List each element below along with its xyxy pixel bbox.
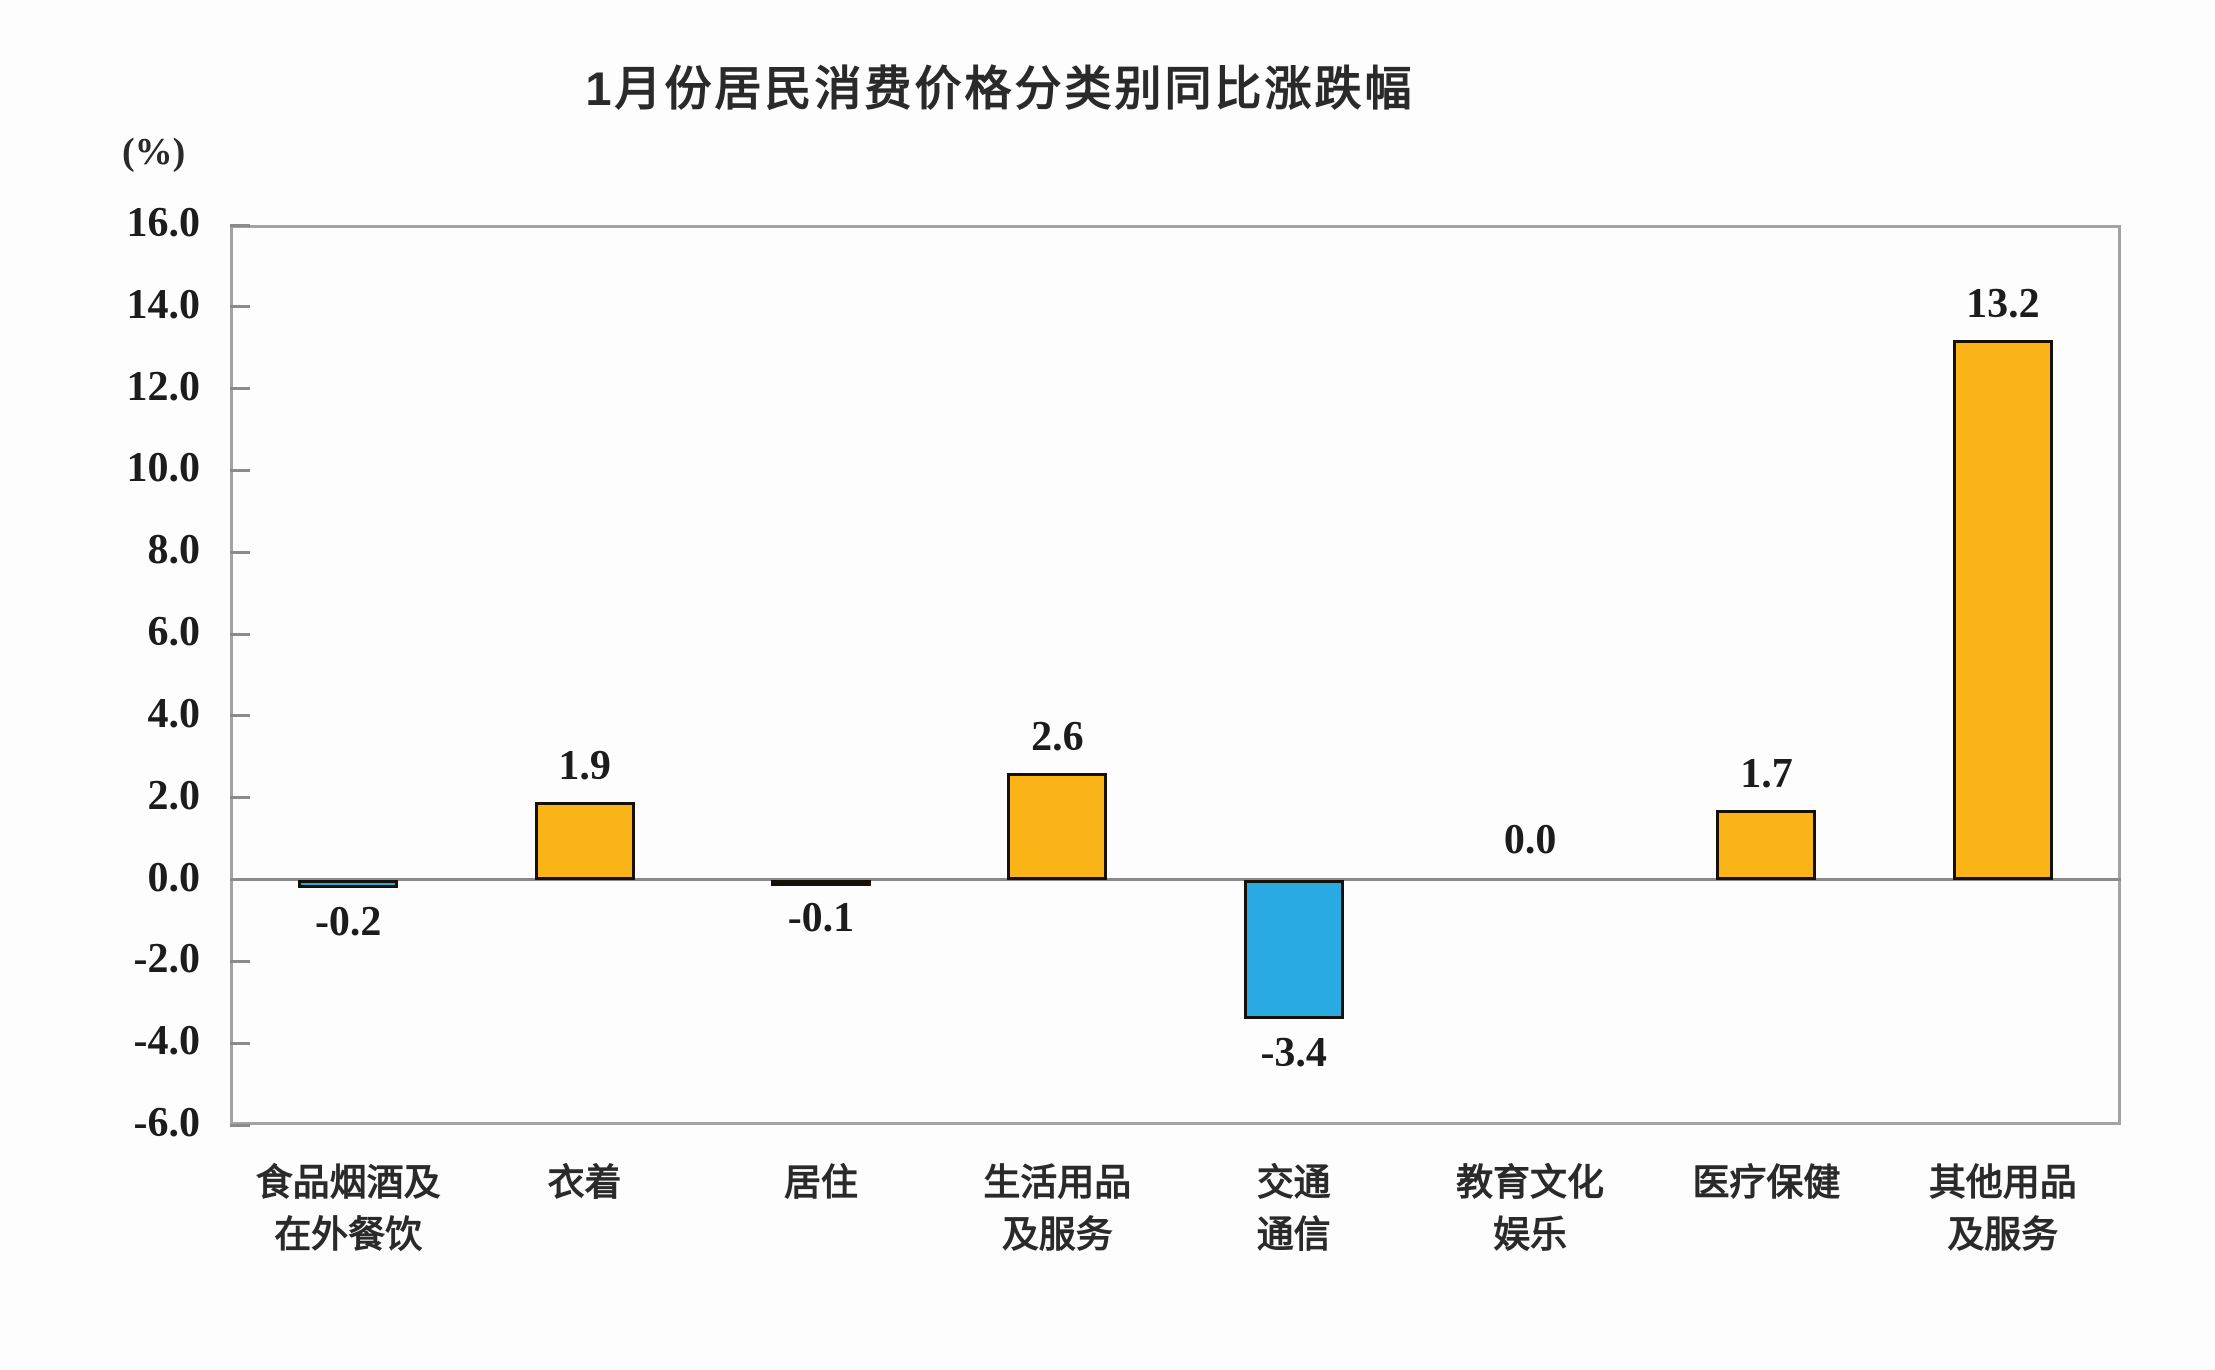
x-axis-category-line: 居住 <box>783 1162 858 1203</box>
x-axis-category-line: 生活用品 <box>983 1162 1132 1203</box>
y-axis-unit-label: (%) <box>122 131 186 173</box>
plot-area <box>230 225 2121 1125</box>
bar-value-label: 1.7 <box>1740 751 1793 797</box>
x-axis-category-label: 交通 通信 <box>1257 1157 1331 1261</box>
bar-value-label: 0.0 <box>1503 816 1557 863</box>
y-axis-tick-label: 2.0 <box>147 772 201 819</box>
bar-value-label: 2.6 <box>1031 714 1084 761</box>
bar-value-label: -0.1 <box>787 894 855 941</box>
x-axis-category-line: 教育文化 <box>1456 1162 1605 1203</box>
y-axis-tick-mark <box>230 1041 250 1045</box>
y-axis-tick-mark <box>230 959 250 963</box>
x-axis-category-line: 交通 <box>1256 1162 1331 1203</box>
zero-baseline <box>230 878 2121 882</box>
y-axis-tick-mark <box>230 714 250 718</box>
x-axis-category-label: 教育文化 娱乐 <box>1456 1157 1604 1261</box>
bar-positive <box>1007 773 1108 880</box>
x-axis-category-line: 其他用品 <box>1928 1162 2077 1203</box>
x-axis-category-label: 其他用品 及服务 <box>1929 1157 2077 1261</box>
x-axis-category-label: 生活用品 及服务 <box>983 1157 1131 1261</box>
y-axis-tick-label: 12.0 <box>126 363 201 410</box>
bar-value-label: 13.2 <box>1966 280 2040 327</box>
y-axis-tick-mark <box>230 223 250 227</box>
y-axis-tick-label: 0.0 <box>147 854 201 901</box>
y-axis-tick-label: 8.0 <box>147 527 201 574</box>
y-axis-tick-label: 4.0 <box>147 690 201 737</box>
y-axis-tick-label: 16.0 <box>126 200 201 247</box>
bar-negative <box>298 879 399 888</box>
x-axis-category-line: 娱乐 <box>1493 1214 1568 1255</box>
y-axis-tick-label: -4.0 <box>133 1018 201 1065</box>
y-axis-tick-label: 6.0 <box>147 609 201 656</box>
bar-negative <box>1243 879 1344 1019</box>
bar-value-label: -3.4 <box>1260 1029 1327 1076</box>
x-axis-category-label: 医疗保健 <box>1692 1157 1840 1209</box>
y-axis-tick-mark <box>230 796 250 800</box>
x-axis-category-line: 通信 <box>1256 1214 1331 1255</box>
bar-value-label: 1.9 <box>558 742 611 789</box>
x-axis-category-label: 衣着 <box>548 1157 622 1209</box>
chart-title: 1月份居民消费价格分类别同比涨跌幅 <box>585 62 1415 115</box>
y-axis-tick-label: 14.0 <box>126 281 201 328</box>
x-axis-category-line: 在外餐饮 <box>274 1214 423 1255</box>
y-axis-tick-label: -2.0 <box>133 936 201 983</box>
y-axis-tick-mark <box>230 632 250 636</box>
bar-negative <box>770 879 871 886</box>
x-axis-category-label: 食品烟酒及 在外餐饮 <box>256 1157 441 1261</box>
y-axis-tick-label: -6.0 <box>133 1100 201 1147</box>
bar-positive <box>1952 339 2053 880</box>
x-axis-category-line: 食品烟酒及 <box>255 1162 441 1203</box>
y-axis-tick-label: 10.0 <box>126 445 201 492</box>
bar-value-label: -0.2 <box>314 898 382 945</box>
y-axis-tick-mark <box>230 305 250 309</box>
bar-positive <box>534 801 635 880</box>
x-axis-category-line: 及服务 <box>1947 1214 2059 1255</box>
y-axis-tick-mark <box>230 1123 250 1127</box>
x-axis-category-line: 衣着 <box>547 1162 622 1203</box>
y-axis-tick-mark <box>230 387 250 391</box>
x-axis-category-line: 及服务 <box>1001 1214 1113 1255</box>
x-axis-category-line: 医疗保健 <box>1692 1162 1841 1203</box>
x-axis-category-label: 居住 <box>784 1157 858 1209</box>
bar-positive <box>1716 810 1817 880</box>
y-axis-tick-mark <box>230 550 250 554</box>
y-axis-tick-mark <box>230 468 250 472</box>
